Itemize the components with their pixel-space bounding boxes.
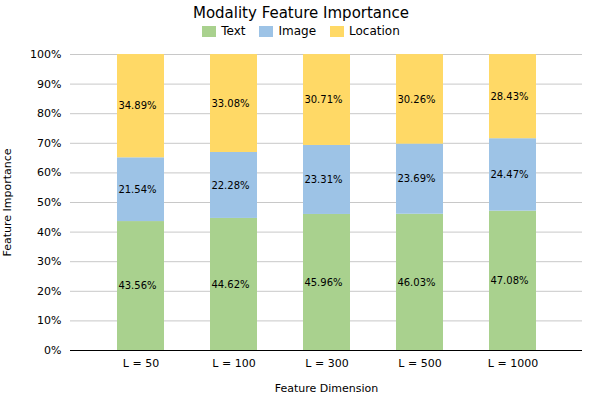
svg-text:30.71%: 30.71% — [304, 94, 342, 105]
svg-text:43.56%: 43.56% — [118, 280, 156, 291]
html-text:Image: Image — [278, 24, 316, 38]
svg-text:50%: 50% — [37, 196, 61, 209]
svg-text:23.69%: 23.69% — [397, 173, 435, 184]
svg-text:33.08%: 33.08% — [211, 98, 249, 109]
svg-text:Feature Importance: Feature Importance — [1, 148, 14, 256]
svg-text:100%: 100% — [30, 48, 61, 61]
svg-text:34.89%: 34.89% — [118, 100, 156, 111]
svg-text:23.31%: 23.31% — [304, 174, 342, 185]
svg-text:44.62%: 44.62% — [211, 279, 249, 290]
svg-text:L = 300: L = 300 — [305, 357, 348, 370]
html-text:Location: Location — [349, 24, 400, 38]
svg-text:L = 500: L = 500 — [398, 357, 441, 370]
svg-text:70%: 70% — [37, 137, 61, 150]
svg-text:47.08%: 47.08% — [490, 275, 528, 286]
svg-text:80%: 80% — [37, 107, 61, 120]
svg-text:30.26%: 30.26% — [397, 94, 435, 105]
svg-text:90%: 90% — [37, 78, 61, 91]
svg-text:22.28%: 22.28% — [211, 180, 249, 191]
svg-text:45.96%: 45.96% — [304, 277, 342, 288]
svg-text:28.43%: 28.43% — [490, 91, 528, 102]
svg-text:0%: 0% — [44, 344, 61, 357]
svg-text:Feature Dimension: Feature Dimension — [275, 382, 379, 395]
svg-text:20%: 20% — [37, 285, 61, 298]
html-text:Modality Feature Importance: Modality Feature Importance — [192, 4, 409, 22]
svg-text:L = 1000: L = 1000 — [488, 357, 538, 370]
svg-text:24.47%: 24.47% — [490, 169, 528, 180]
svg-text:10%: 10% — [37, 314, 61, 327]
html-text:Text: Text — [221, 24, 246, 38]
svg-text:21.54%: 21.54% — [118, 184, 156, 195]
svg-text:40%: 40% — [37, 226, 61, 239]
svg-text:60%: 60% — [37, 166, 61, 179]
svg-text:L = 100: L = 100 — [212, 357, 255, 370]
svg-text:46.03%: 46.03% — [397, 277, 435, 288]
svg-text:L = 50: L = 50 — [123, 357, 159, 370]
svg-text:30%: 30% — [37, 255, 61, 268]
